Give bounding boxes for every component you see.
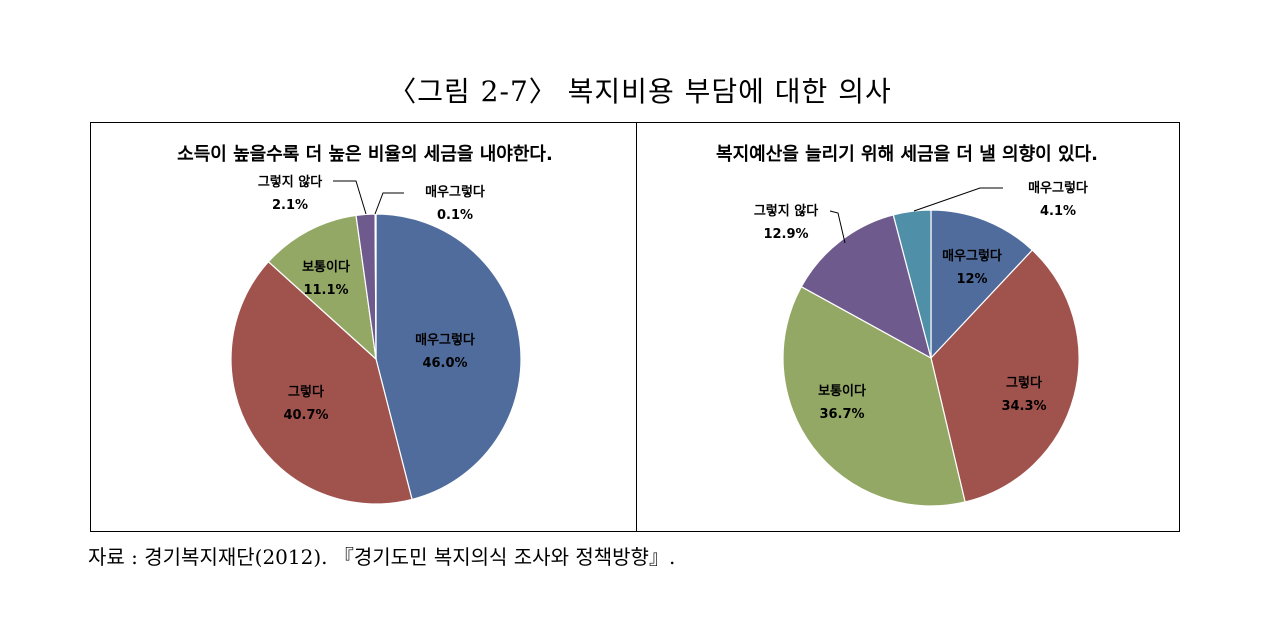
slice-value-label: 40.7% (283, 408, 328, 423)
leader-line (913, 187, 1003, 212)
panel-divider (636, 122, 637, 532)
pie-slice (230, 260, 413, 505)
slice-value-label: 36.7% (819, 407, 864, 422)
chart-title: 소득이 높을수록 더 높은 비율의 세금을 내야한다. (177, 144, 553, 165)
slice-label: 그렇지 않다 (258, 174, 322, 190)
pie-slice (930, 249, 1080, 503)
slice-label: 매우그렇다 (1028, 180, 1088, 196)
slice-label: 보통이다 (302, 259, 350, 275)
pie-slice (892, 209, 932, 359)
slice-label: 매우그렇다 (425, 184, 485, 200)
slice-label: 보통이다 (818, 383, 866, 399)
pie-chart-2: 복지예산을 늘리기 위해 세금을 더 낼 의향이 있다. 매우그렇다 12% 그렇다 3… (716, 144, 1098, 507)
slice-label: 그렇지 않다 (754, 203, 818, 219)
slice-value-label: 4.1% (1040, 204, 1076, 219)
figure-title: 〈그림 2-7〉 복지비용 부담에 대한 의사 (388, 75, 892, 108)
slice-label: 매우그렇다 (415, 332, 475, 348)
slice-value-label: 11.1% (303, 283, 348, 298)
leader-line (829, 210, 846, 244)
leader-line (374, 192, 404, 215)
pie-slice (930, 209, 1034, 360)
pie-slice (375, 213, 522, 501)
slice-value-label: 34.3% (1001, 399, 1046, 414)
slice-value-label: 46.0% (422, 356, 467, 371)
slice-label: 그렇다 (288, 384, 324, 400)
slice-value-label: 2.1% (272, 198, 308, 213)
slice-value-label: 12.9% (763, 227, 808, 242)
slice-value-label: 12% (956, 272, 987, 287)
pie-slice (267, 214, 377, 361)
pie-chart-1: 소득이 높을수록 더 높은 비율의 세금을 내야한다. 매우그렇다 46.0% 그렇다… (177, 144, 553, 505)
slice-label: 그렇다 (1006, 375, 1042, 391)
pie-slice (800, 214, 932, 360)
chart-panel-frame (90, 122, 1180, 532)
leader-line (333, 180, 367, 215)
source-note: 자료 : 경기복지재단(2012). 『경기도민 복지의식 조사와 정책방향』. (88, 545, 676, 569)
pie-slice (782, 285, 966, 507)
slice-value-label: 0.1% (437, 208, 473, 223)
slice-label: 매우그렇다 (942, 248, 1002, 264)
chart-title: 복지예산을 늘리기 위해 세금을 더 낼 의향이 있다. (716, 144, 1098, 165)
